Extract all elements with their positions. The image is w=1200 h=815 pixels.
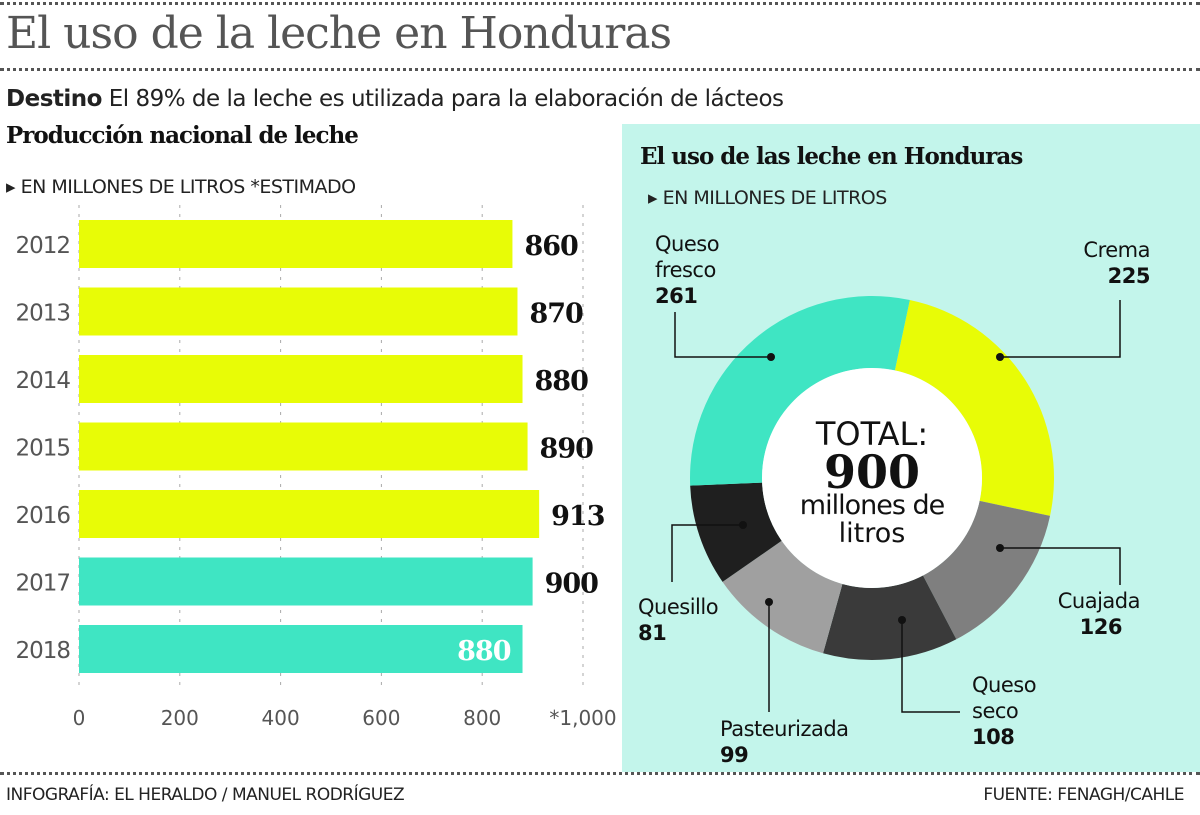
leader-line-quesillo [671, 524, 743, 582]
title-divider [0, 68, 1200, 71]
leader-dot-cuajada [996, 544, 1004, 552]
center-unit-line2: litros [839, 518, 906, 549]
center-unit-line1: millones de [800, 490, 945, 521]
year-label: 2018 [15, 638, 70, 664]
bar-2015 [79, 422, 528, 471]
x-tick-label: 400 [262, 706, 300, 730]
donut-hole [762, 368, 982, 588]
leader-dot-queso-fresco [767, 353, 775, 361]
year-label: 2014 [15, 368, 70, 394]
leader-dot-quesillo [739, 521, 747, 529]
slice-label-crema: Crema [1083, 238, 1150, 262]
bar-value-label: 900 [545, 569, 599, 600]
slice-label-queso-seco: seco [972, 699, 1018, 723]
donut-chart-title: El uso de las leche en Honduras [640, 143, 1023, 170]
x-tick-label: 600 [362, 706, 400, 730]
donut-slice-crema [894, 299, 1054, 516]
footer-divider [0, 772, 1200, 775]
slice-label-queso-fresco: Queso [655, 232, 719, 256]
bar-chart-unit: ▸ EN MILLONES DE LITROS *ESTIMADO [6, 176, 356, 198]
donut-slice-queso-seco [823, 575, 957, 660]
slice-value-crema: 225 [1108, 264, 1150, 288]
bar-2014 [79, 355, 523, 403]
donut-slice-pasteurizada [722, 540, 843, 654]
bar-2013 [79, 287, 518, 336]
credit: INFOGRAFÍA: EL HERALDO / MANUEL RODRÍGUE… [6, 785, 405, 805]
slice-label-queso-fresco: fresco [655, 258, 716, 282]
year-label: 2017 [15, 571, 70, 597]
top-divider [0, 2, 1200, 5]
bar-chart-title: Producción nacional de leche [6, 122, 359, 149]
bar-value-label: 880 [535, 366, 589, 397]
leader-dot-queso-seco [898, 616, 906, 624]
slice-label-pasteurizada: Pasteurizada [720, 717, 849, 741]
x-tick-label: 800 [463, 706, 501, 730]
slice-value-cuajada: 126 [1080, 615, 1122, 639]
bar-2012 [79, 220, 513, 268]
center-total-label: TOTAL: [815, 415, 928, 453]
year-label: 2012 [15, 233, 70, 259]
year-label: 2015 [15, 436, 70, 462]
year-label: 2013 [15, 301, 70, 327]
leader-line-queso-fresco [674, 312, 771, 358]
x-tick-label: 0 [73, 706, 86, 730]
slice-value-pasteurizada: 99 [720, 743, 748, 767]
slice-value-queso-fresco: 261 [655, 284, 697, 308]
slice-label-queso-seco: Queso [972, 673, 1036, 697]
donut-slice-queso-fresco [690, 296, 910, 486]
leader-line-cuajada [1000, 547, 1121, 585]
leader-dot-pasteurizada [765, 598, 773, 606]
subtitle: Destino El 89% de la leche es utilizada … [6, 86, 784, 112]
page-title: El uso de la leche en Honduras [6, 8, 672, 59]
x-tick-label: *1,000 [549, 706, 616, 730]
year-label: 2016 [15, 503, 70, 529]
bar-value-label: 890 [540, 434, 594, 465]
bar-value-label: 913 [551, 501, 605, 532]
bar-2018 [79, 625, 523, 673]
slice-value-quesillo: 81 [638, 621, 666, 645]
bar-value-label: 860 [524, 231, 578, 262]
bar-value-label: 880 [457, 636, 511, 667]
bar-2017 [79, 557, 533, 606]
leader-line-queso-seco [901, 620, 960, 713]
bar-chart-unit-text: EN MILLONES DE LITROS *ESTIMADO [20, 176, 357, 198]
subtitle-text: El 89% de la leche es utilizada para la … [108, 86, 784, 112]
leader-dot-crema [996, 353, 1004, 361]
slice-value-queso-seco: 108 [972, 725, 1014, 749]
donut-slice-quesillo [690, 482, 782, 582]
donut-chart-unit: ▸ EN MILLONES DE LITROS [648, 187, 887, 209]
donut-chart-unit-text: EN MILLONES DE LITROS [662, 187, 888, 209]
donut-slice-cuajada [922, 500, 1051, 640]
slice-label-quesillo: Quesillo [638, 595, 718, 619]
leader-line-crema [1000, 300, 1121, 358]
subtitle-lead: Destino [6, 86, 102, 112]
source: FUENTE: FENAGH/CAHLE [983, 785, 1184, 805]
x-tick-label: 200 [161, 706, 199, 730]
bar-2016 [79, 490, 540, 538]
bar-value-label: 870 [529, 299, 583, 330]
center-total-value: 900 [824, 445, 920, 499]
slice-label-cuajada: Cuajada [1058, 589, 1140, 613]
